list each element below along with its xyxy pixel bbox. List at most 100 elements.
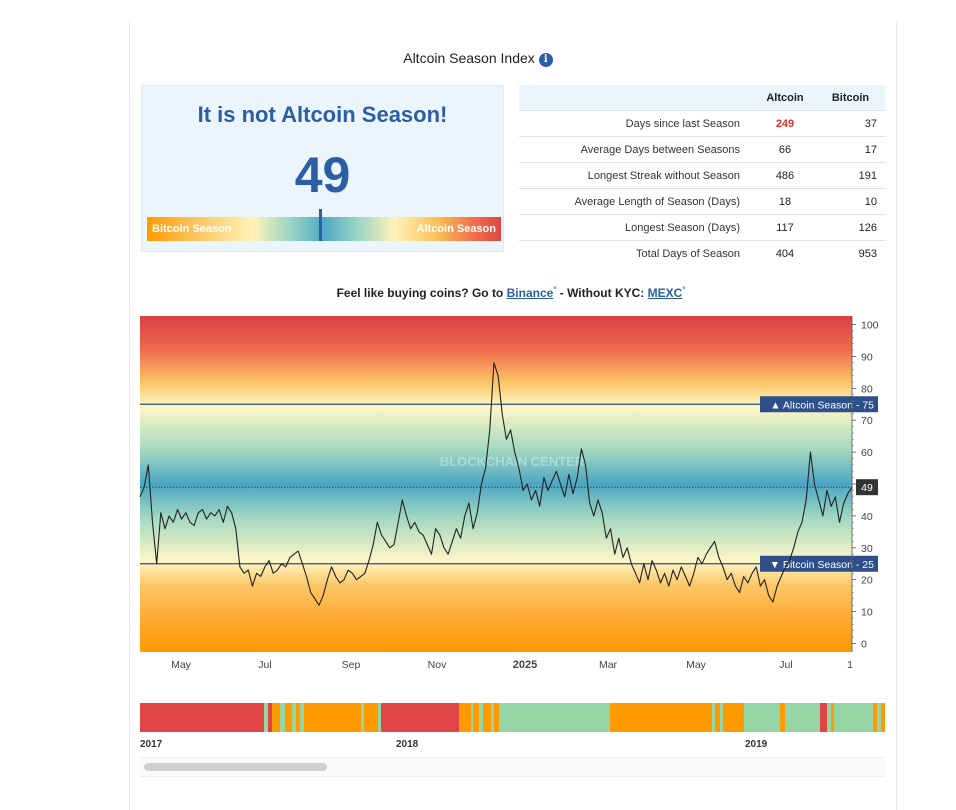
info-icon[interactable]: i — [538, 53, 553, 67]
binance-link[interactable]: Binance — [506, 286, 554, 300]
reference-label: ▼ Bitcoin Season - 25 — [770, 559, 875, 571]
row-label: Average Days between Seasons — [519, 136, 754, 163]
season-index-box: It is not Altcoin Season! 49 Bitcoin Sea… — [141, 85, 504, 252]
table-header-label — [519, 85, 754, 111]
timeline-labels: 2017 2018 2019 — [0, 739, 956, 753]
y-tick-label: 30 — [861, 543, 873, 555]
y-tick-label: 80 — [861, 383, 873, 395]
current-value-box — [856, 479, 878, 496]
table-row: Average Days between Seasons 66 17 — [519, 136, 885, 163]
x-axis: May Jul Sep Nov 2025 Mar May Jul 1 — [171, 659, 853, 671]
x-tick-label: Jul — [258, 659, 271, 671]
row-label: Average Length of Season (Days) — [519, 188, 754, 215]
row-bitcoin-value: 953 — [816, 240, 885, 266]
row-label: Total Days of Season — [519, 240, 754, 266]
row-altcoin-value: 486 — [754, 162, 816, 189]
promo-text: Feel like buying coins? Go to Binance* -… — [0, 285, 956, 300]
binance-asterisk: * — [553, 285, 557, 294]
x-tick-label: May — [171, 659, 192, 671]
season-stats-table: Altcoin Bitcoin Days since last Season 24… — [519, 85, 885, 266]
table-header-altcoin: Altcoin — [754, 85, 816, 111]
row-bitcoin-value: 191 — [816, 162, 885, 189]
row-bitcoin-value: 17 — [816, 136, 885, 163]
timeline-segment-neutral — [834, 703, 874, 732]
timeline-segment-neutral — [490, 703, 495, 732]
gauge-label-bitcoin: Bitcoin Season — [152, 223, 232, 235]
timeline-segment-bitcoin — [296, 703, 300, 732]
table-row: Longest Streak without Season 486 191 — [519, 162, 885, 189]
y-tick-label: 10 — [861, 607, 873, 619]
mexc-link[interactable]: MEXC — [647, 286, 683, 300]
page-title: Altcoin Season Index i — [0, 50, 956, 67]
timeline-segment-bitcoin — [831, 703, 835, 732]
table-header-bitcoin: Bitcoin — [816, 85, 885, 111]
row-bitcoin-value: 37 — [816, 110, 885, 137]
y-tick-label: 70 — [861, 415, 873, 427]
row-label: Days since last Season — [519, 110, 754, 137]
current-value-label: 49 — [861, 482, 873, 494]
timeline-segment-altcoin — [380, 703, 460, 732]
y-tick-label: 20 — [861, 575, 873, 587]
chart-background — [140, 316, 852, 652]
scrollbar-thumb[interactable] — [144, 763, 327, 771]
timeline-segment-bitcoin — [880, 703, 885, 732]
timeline-label: 2017 — [140, 739, 163, 750]
timeline-segment-neutral — [291, 703, 297, 732]
timeline-segment-bitcoin — [473, 703, 480, 732]
timeline-segment-neutral — [470, 703, 474, 732]
row-altcoin-value: 249 — [754, 110, 816, 137]
timeline-segment-neutral — [877, 703, 881, 732]
gauge-label-altcoin: Altcoin Season — [416, 223, 496, 235]
y-tick-label: 0 — [861, 639, 867, 651]
table-row: Total Days of Season 404 953 — [519, 240, 885, 266]
timeline-segment-bitcoin — [364, 703, 378, 732]
timeline-segment-bitcoin — [271, 703, 281, 732]
timeline-segment-bitcoin — [610, 703, 712, 732]
timeline-segment-altcoin — [140, 703, 265, 732]
reference-lines: ▲ Altcoin Season - 75 ▼ Bitcoin Season - … — [140, 396, 878, 572]
series-line-altcoin-index — [139, 362, 853, 606]
x-tick-label: 2025 — [513, 659, 537, 671]
index-value: 49 — [294, 147, 351, 203]
chart-watermark: BLOCKCHAIN CENTER — [440, 454, 585, 469]
timeline-segment-bitcoin — [285, 703, 292, 732]
y-tick-label: 40 — [861, 511, 873, 523]
x-tick-label: Mar — [599, 659, 618, 671]
timeline-segment-neutral — [299, 703, 304, 732]
timeline-segment-neutral — [743, 703, 780, 732]
table-row: Longest Season (Days) 117 126 — [519, 214, 885, 241]
timeline-segment-neutral — [264, 703, 268, 732]
timeline-segment-bitcoin — [779, 703, 785, 732]
timeline-segment-bitcoin — [722, 703, 744, 732]
timeline-segment-neutral — [360, 703, 365, 732]
x-tick-label: Nov — [428, 659, 447, 671]
season-index-chart: BLOCKCHAIN CENTER ▲ Altcoin Season - 75 ▼… — [139, 316, 879, 671]
gauge-marker — [319, 209, 323, 241]
timeline-segment-neutral — [498, 703, 611, 732]
season-timeline — [140, 703, 885, 732]
x-tick-label: Sep — [342, 659, 361, 671]
watermark-text: BLOCKCHAIN CENTER — [440, 454, 585, 469]
timeline-segment-altcoin — [267, 703, 272, 732]
page-title-text: Altcoin Season Index — [403, 50, 535, 66]
x-tick-label: 1 — [847, 659, 853, 671]
table-row: Days since last Season 249 37 — [519, 110, 885, 137]
timeline-segment-neutral — [826, 703, 832, 732]
timeline-segment-neutral — [377, 703, 381, 732]
reference-label: ▲ Altcoin Season - 75 — [770, 399, 874, 411]
y-tick-label: 100 — [861, 320, 879, 332]
row-label: Longest Season (Days) — [519, 214, 754, 241]
y-axis: 0 10 20 30 40 60 70 80 90 100 — [851, 316, 879, 652]
timeline-segment-altcoin — [820, 703, 827, 732]
y-tick-label: 60 — [861, 447, 873, 459]
table-row: Average Length of Season (Days) 18 10 — [519, 188, 885, 215]
season-gauge: Bitcoin Season Altcoin Season — [147, 217, 501, 241]
x-tick-label: Jul — [779, 659, 792, 671]
reference-label-box — [760, 396, 878, 413]
main-panel — [129, 22, 897, 810]
promo-middle: - Without KYC: — [556, 286, 648, 300]
timeline-label: 2019 — [745, 739, 768, 750]
season-headline: It is not Altcoin Season! — [197, 102, 448, 127]
row-bitcoin-value: 10 — [816, 188, 885, 215]
timeline-scrollbar[interactable] — [140, 757, 885, 777]
